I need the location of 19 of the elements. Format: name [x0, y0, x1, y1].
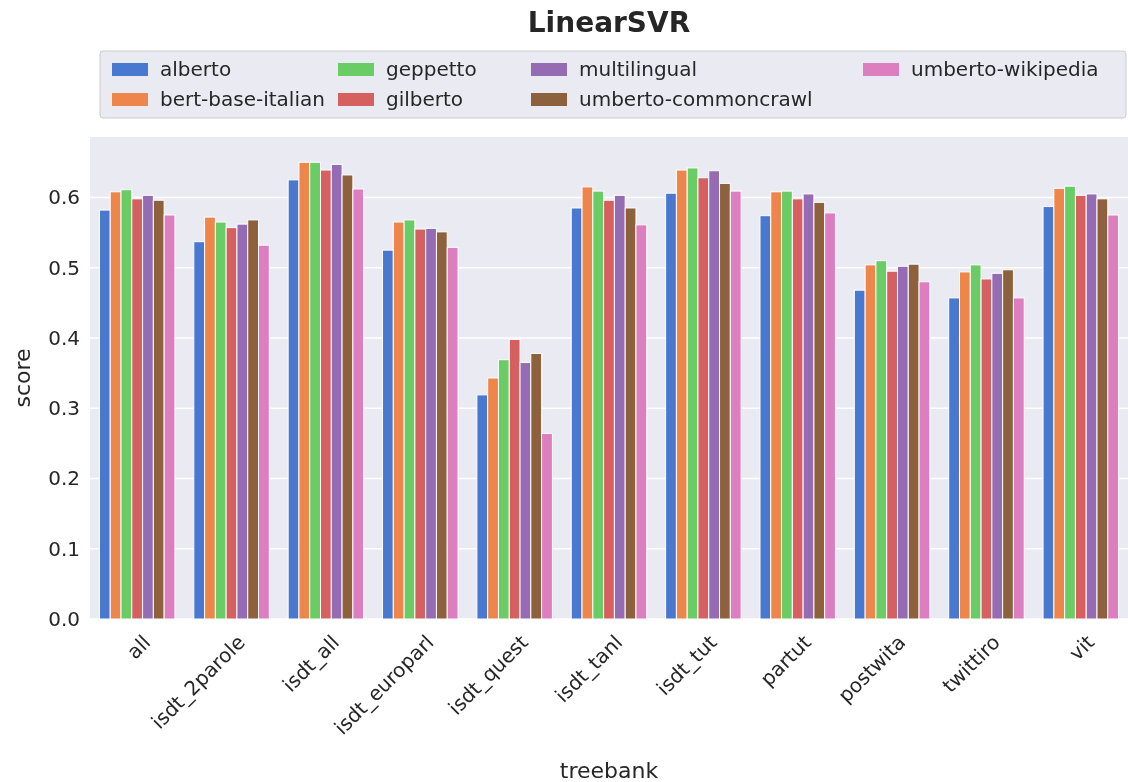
legend-label: alberto [160, 57, 232, 81]
x-tick-label: all [121, 630, 156, 664]
legend-label: umberto-commoncrawl [579, 87, 813, 111]
x-axis-title: treebank [559, 758, 659, 782]
legend-label: umberto-wikipedia [911, 57, 1099, 81]
y-tick-label: 0.3 [48, 396, 80, 421]
y-tick-label: 0.0 [48, 606, 80, 631]
legend-label: multilingual [579, 57, 698, 81]
legend-label: bert-base-italian [160, 87, 325, 111]
y-tick-label: 0.2 [48, 466, 80, 491]
y-tick-label: 0.5 [48, 255, 80, 280]
y-axis-title: score [10, 348, 35, 408]
y-tick-label: 0.1 [48, 536, 80, 561]
legend-label: gilberto [386, 87, 464, 111]
y-tick-label: 0.4 [48, 325, 80, 350]
legend-label: geppetto [386, 57, 477, 81]
y-tick-label: 0.6 [48, 185, 80, 210]
chart-title: LinearSVR [527, 6, 691, 39]
x-tick-label: vit [1064, 630, 1100, 665]
